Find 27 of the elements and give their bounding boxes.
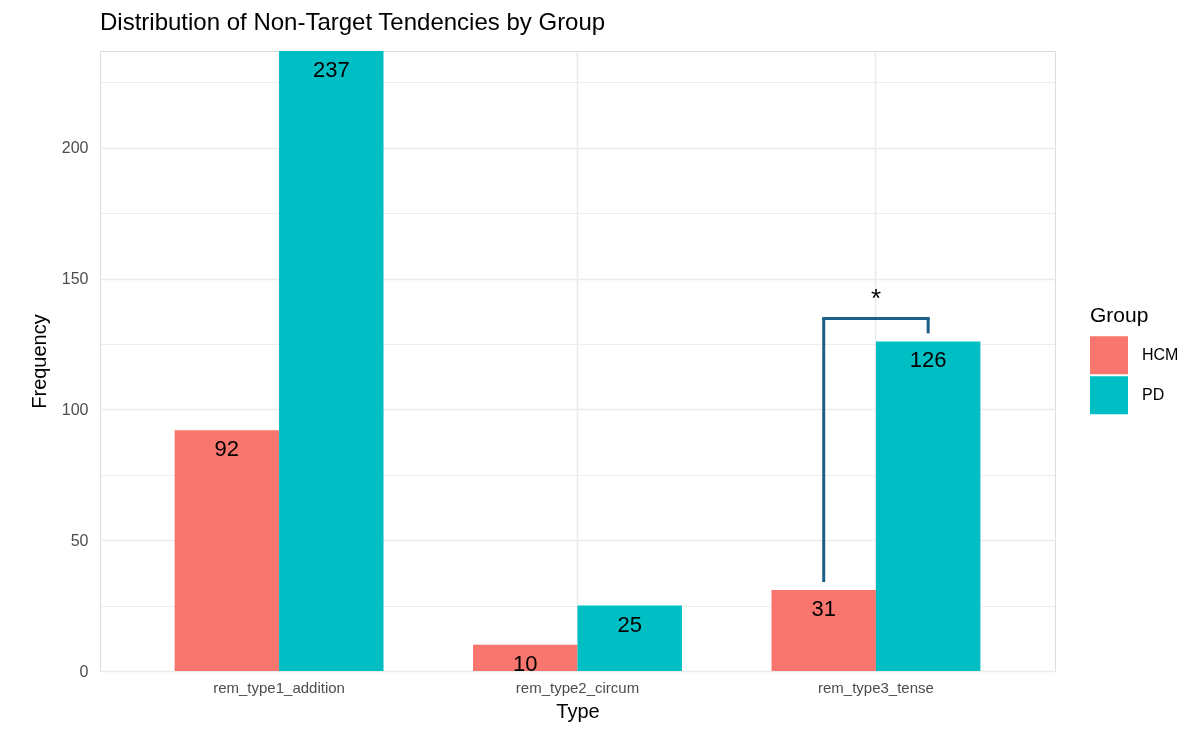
y-tick-label: 50 — [70, 531, 89, 549]
annotation: * — [870, 283, 881, 314]
data-label: 237 — [312, 57, 350, 82]
x-tick-label: rem_type3_tense — [817, 678, 934, 696]
y-axis-title: Frequency — [27, 314, 50, 409]
bar — [577, 605, 682, 671]
chart-title: Distribution of Non-Target Tendencies by Group — [100, 8, 606, 35]
bar — [279, 51, 384, 671]
bar — [771, 589, 876, 671]
y-tick-label: 200 — [61, 139, 89, 157]
bar — [473, 644, 578, 671]
legend-title: Group — [1090, 303, 1149, 327]
x-tick-label: rem_type1_addition — [213, 678, 345, 696]
y-tick-label: 0 — [79, 662, 89, 680]
data-label: 25 — [617, 611, 642, 637]
x-tick-label: rem_type2_circum — [515, 678, 640, 696]
x-axis-title: Type — [556, 699, 600, 722]
data-label: 126 — [909, 347, 947, 373]
data-label: 92 — [214, 436, 240, 462]
legend-label: PD — [1142, 386, 1165, 404]
bar — [174, 430, 280, 671]
bar — [875, 341, 981, 671]
legend-label: HCM — [1142, 346, 1179, 364]
data-label: 31 — [811, 595, 836, 621]
data-label: 10 — [513, 650, 538, 676]
y-tick-label: 100 — [61, 400, 89, 418]
y-tick-label: 150 — [61, 270, 89, 288]
